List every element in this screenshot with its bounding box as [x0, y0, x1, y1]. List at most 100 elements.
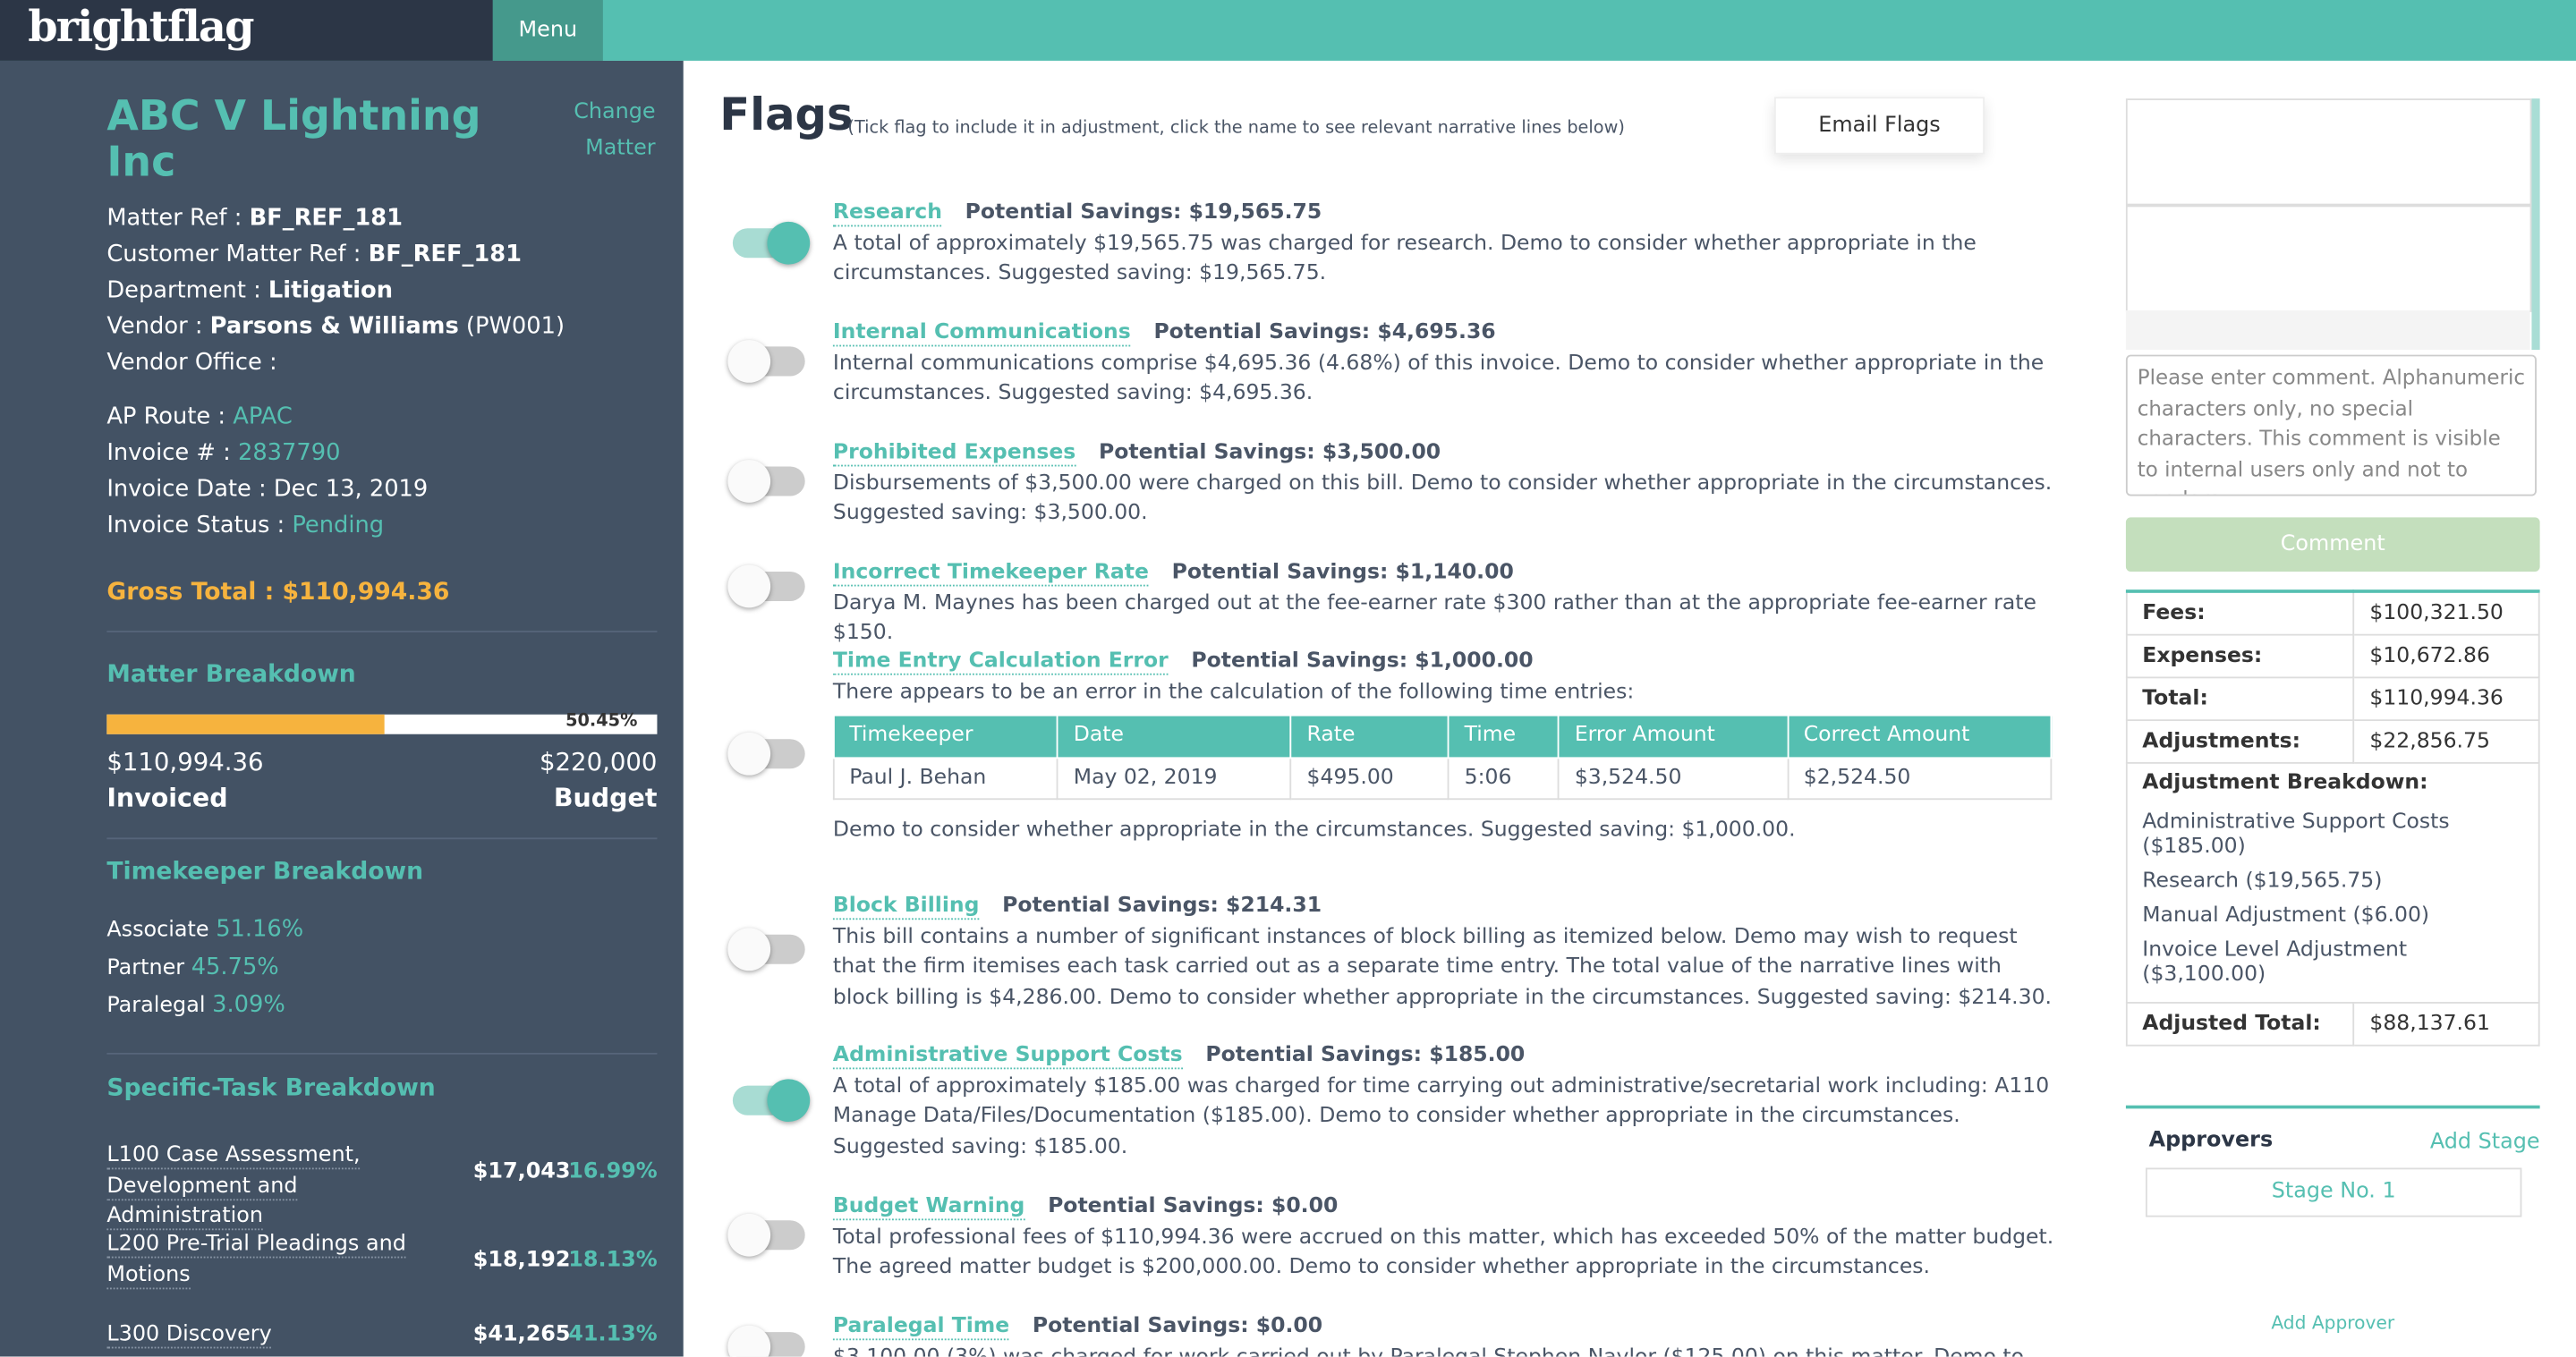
- add-stage-link[interactable]: Add Stage: [2429, 1130, 2540, 1155]
- flag-toggle[interactable]: [727, 732, 805, 776]
- potential-savings: Potential Savings: $1,000.00: [1191, 649, 1534, 674]
- invoice-summary-table: Fees: $100,321.50 Expenses: $10,672.86 Tot…: [2125, 589, 2540, 1047]
- timekeeper-breakdown-title: Timekeeper Breakdown: [106, 859, 424, 886]
- flag-name-link[interactable]: Research: [832, 200, 942, 227]
- gross-total: Gross Total : $110,994.36: [106, 580, 450, 606]
- flag-item: Incorrect Timekeeper Rate Potential Savin…: [832, 558, 2057, 649]
- brightflag-logo[interactable]: brightflag: [28, 3, 254, 53]
- change-matter-text: Matter: [585, 136, 656, 161]
- flag-item: Prohibited Expenses Potential Savings: $3…: [832, 438, 2057, 530]
- potential-savings: Potential Savings: $214.31: [1002, 893, 1322, 919]
- toggle-knob[interactable]: [727, 928, 771, 971]
- matter-breakdown-title: Matter Breakdown: [106, 661, 356, 689]
- toggle-knob[interactable]: [727, 564, 771, 608]
- summary-row: Adjustments: $22,856.75: [2125, 719, 2540, 764]
- customer-matter-ref: Customer Matter Ref : BF_REF_181: [106, 241, 523, 268]
- invoiced-label: Invoiced: [106, 783, 228, 813]
- invoice-date: Invoice Date : Dec 13, 2019: [106, 476, 429, 503]
- column-header: Time: [1448, 714, 1560, 759]
- toggle-knob[interactable]: [727, 1213, 771, 1257]
- timekeeper-item: Associate 51.16%: [106, 916, 304, 943]
- flag-description: $3,100.00 (3%) was charged for work carr…: [832, 1344, 2025, 1357]
- task-item[interactable]: L300 Discovery $41,265 41.13%: [106, 1322, 658, 1349]
- flag-item: Time Entry Calculation Error Potential Sa…: [832, 647, 2057, 846]
- potential-savings: Potential Savings: $0.00: [1048, 1193, 1339, 1219]
- invoice-status: Invoice Status : Pending: [106, 512, 385, 539]
- toggle-knob[interactable]: [727, 460, 771, 503]
- flag-name-link[interactable]: Block Billing: [832, 893, 980, 920]
- flag-name-link[interactable]: Budget Warning: [832, 1193, 1025, 1221]
- top-bar: brightflag Menu: [0, 0, 2576, 61]
- column-header: Timekeeper: [832, 714, 1059, 759]
- flag-description: Disbursements of $3,500.00 were charged …: [832, 471, 2053, 526]
- task-breakdown-title: Specific-Task Breakdown: [106, 1075, 436, 1103]
- flag-item: Paralegal Time Potential Savings: $0.00 $3…: [832, 1312, 2057, 1357]
- page-subtitle: (Tick flag to include it in adjustment, …: [847, 118, 1625, 139]
- add-approver-link[interactable]: Add Approver: [2271, 1312, 2395, 1334]
- flag-name-link[interactable]: Internal Communications: [832, 320, 1131, 347]
- flag-name-link[interactable]: Administrative Support Costs: [832, 1042, 1183, 1070]
- flag-name-link[interactable]: Time Entry Calculation Error: [832, 649, 1169, 675]
- timekeeper-item: Paralegal 3.09%: [106, 992, 285, 1019]
- potential-savings: Potential Savings: $0.00: [1032, 1313, 1323, 1339]
- toggle-knob[interactable]: [727, 340, 771, 383]
- column-header: Date: [1057, 714, 1293, 759]
- toggle-knob[interactable]: [767, 221, 811, 265]
- flag-toggle[interactable]: [727, 340, 805, 383]
- divider: [106, 631, 658, 632]
- flag-toggle[interactable]: [727, 1325, 805, 1357]
- approvers-title: Approvers: [2148, 1128, 2274, 1153]
- menu-button[interactable]: Menu: [492, 0, 603, 61]
- flag-toggle[interactable]: [727, 928, 805, 971]
- invoiced-amount: $110,994.36: [106, 747, 264, 777]
- flag-name-link[interactable]: Prohibited Expenses: [832, 440, 1076, 467]
- comment-textarea[interactable]: Please enter comment. Alphanumeric chara…: [2125, 354, 2537, 496]
- flag-name-link[interactable]: Paralegal Time: [832, 1313, 1010, 1341]
- flag-description: This bill contains a number of significa…: [832, 923, 2053, 1010]
- budget-progress-bar: 50.45%: [106, 711, 658, 734]
- comment-button[interactable]: Comment: [2125, 517, 2540, 572]
- potential-savings: Potential Savings: $1,140.00: [1171, 560, 1514, 585]
- toggle-knob[interactable]: [727, 732, 771, 776]
- invoice-number-link[interactable]: 2837790: [237, 440, 341, 467]
- summary-panel: Please enter comment. Alphanumeric chara…: [2086, 60, 2576, 1357]
- table-row: Paul J. Behan May 02, 2019 $495.00 5:06 $3,5…: [832, 756, 2053, 801]
- budget-progress-fill: [106, 714, 385, 734]
- adjustment-item: Invoice Level Adjustment ($3,100.00): [2142, 937, 2408, 988]
- table-cell: $495.00: [1290, 756, 1450, 801]
- flag-toggle[interactable]: [727, 564, 805, 608]
- flag-toggle[interactable]: [727, 1213, 805, 1257]
- budget-amount: $220,000: [540, 747, 658, 777]
- flag-toggle[interactable]: [732, 1079, 811, 1123]
- flag-toggle[interactable]: [727, 460, 805, 503]
- flag-item: Research Potential Savings: $19,565.75 A t…: [832, 199, 2057, 290]
- matter-sidebar: ABC V Lightning Inc Change Matter Matter …: [0, 60, 684, 1357]
- time-entries-table: Timekeeper Date Rate Time Error Amount Correc…: [832, 714, 2053, 801]
- column-header: Error Amount: [1558, 714, 1790, 759]
- flag-item: Internal Communications Potential Savings…: [832, 318, 2057, 410]
- table-cell: May 02, 2019: [1057, 756, 1293, 801]
- toggle-knob[interactable]: [767, 1079, 811, 1123]
- email-flags-button[interactable]: Email Flags: [1773, 97, 1985, 155]
- comments-scrollbar[interactable]: [2531, 98, 2540, 351]
- change-matter-link[interactable]: Change Matter: [574, 95, 655, 167]
- potential-savings: Potential Savings: $4,695.36: [1153, 320, 1496, 345]
- adjustment-item: Research ($19,565.75): [2142, 869, 2383, 894]
- stage-item[interactable]: Stage No. 1: [2145, 1167, 2522, 1217]
- summary-row: Total: $110,994.36: [2125, 676, 2540, 722]
- column-header: Correct Amount: [1787, 714, 2053, 759]
- ap-route: AP Route : APAC: [106, 403, 293, 431]
- flag-toggle[interactable]: [732, 221, 811, 265]
- flag-description: There appears to be an error in the calc…: [832, 679, 1635, 704]
- task-item[interactable]: L100 Case Assessment, Development and Ad…: [106, 1142, 658, 1231]
- comment-entry: [2125, 98, 2532, 206]
- budget-label: Budget: [553, 783, 658, 813]
- flags-panel: Flags (Tick flag to include it in adjust…: [683, 60, 2087, 1357]
- flag-item: Block Billing Potential Savings: $214.31 T…: [832, 892, 2057, 1014]
- toggle-knob[interactable]: [727, 1325, 771, 1357]
- flag-name-link[interactable]: Incorrect Timekeeper Rate: [832, 560, 1149, 587]
- column-header: Rate: [1290, 714, 1450, 759]
- approvers-panel: Approvers Add Stage Stage No. 1 Add Appr…: [2125, 1105, 2540, 1357]
- matter-title: ABC V Lightning Inc: [106, 91, 481, 186]
- task-item[interactable]: L200 Pre-Trial Pleadings and Motions $18,…: [106, 1232, 658, 1289]
